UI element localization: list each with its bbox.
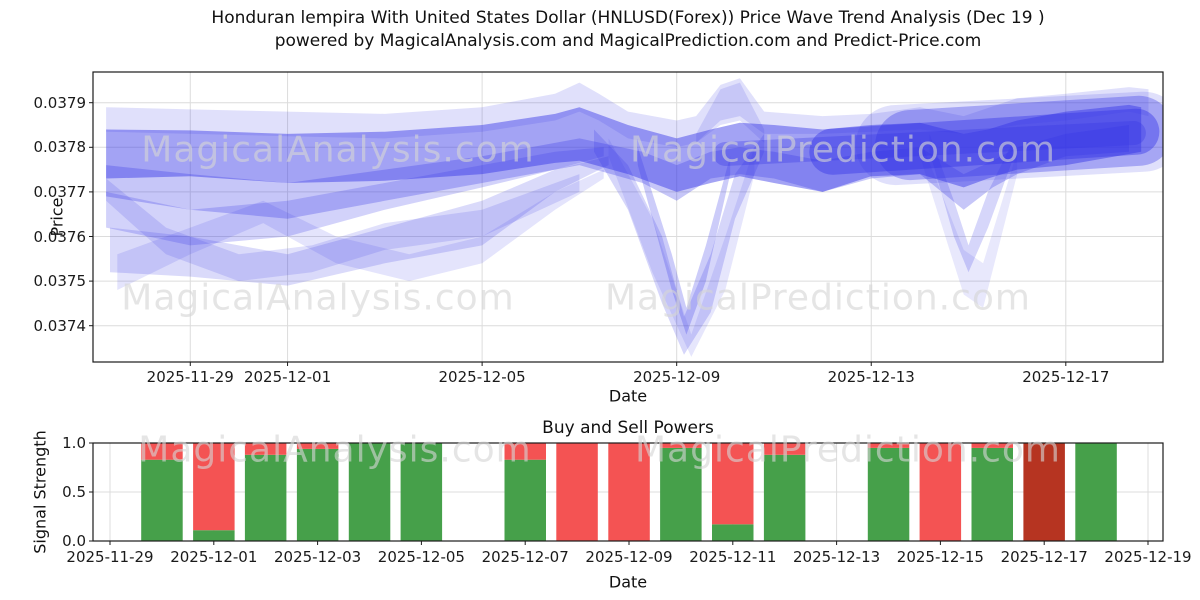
bottom-x-tick-label: 2025-12-03 xyxy=(274,548,362,566)
buy-bar-2025-11-30 xyxy=(141,459,183,541)
buy-sell-powers-title: Buy and Sell Powers xyxy=(542,418,714,438)
price-y-tick-label: 0.0375 xyxy=(33,272,87,291)
sell-bar-2025-12-12 xyxy=(763,443,806,455)
sell-bar-2025-12-02 xyxy=(244,443,287,455)
top-x-tick-label: 2025-11-29 xyxy=(146,368,234,386)
bottom-x-tick-label: 2025-12-07 xyxy=(481,548,569,566)
sell-bar-2025-11-30 xyxy=(141,443,183,460)
buy-bar-2025-12-14 xyxy=(867,447,910,541)
bottom-x-tick-label: 2025-12-05 xyxy=(377,548,465,566)
buy-bar-2025-12-12 xyxy=(763,454,806,541)
buy-bar-2025-12-02 xyxy=(244,454,287,541)
price-y-tick-label: 0.0376 xyxy=(33,227,87,246)
sell-bar-2025-12-08 xyxy=(556,443,598,541)
watermark-prediction-mid: MagicalPrediction.com xyxy=(605,277,1031,319)
signal-y-tick-label: 1.0 xyxy=(62,434,86,452)
watermark-analysis-bottom: MagicalAnalysis.com xyxy=(138,429,532,471)
sell-bar-2025-12-03 xyxy=(296,443,339,449)
buy-bar-2025-12-10 xyxy=(660,447,702,541)
buy-bar-2025-12-18 xyxy=(1075,443,1117,541)
buy-bar-2025-12-16 xyxy=(971,447,1013,541)
sell-bar-2025-12-09 xyxy=(608,443,650,541)
buy-bar-2025-12-05 xyxy=(400,443,443,541)
sell-bar-2025-12-07 xyxy=(504,443,546,460)
top-x-tick-label: 2025-12-17 xyxy=(1022,368,1110,386)
watermark-prediction-bottom: MagicalPrediction.com xyxy=(635,429,1061,471)
top-x-tick-label: 2025-12-01 xyxy=(243,368,332,386)
sell-bar-2025-12-16 xyxy=(971,443,1013,448)
price-y-tick-label: 0.0374 xyxy=(33,316,87,335)
sell-bar-2025-12-10 xyxy=(660,443,702,448)
price-y-tick-label: 0.0379 xyxy=(33,93,87,112)
buy-bar-2025-12-01 xyxy=(193,530,235,541)
bottom-date-axis-label: Date xyxy=(608,572,648,592)
top-x-tick-label: 2025-12-13 xyxy=(827,368,915,386)
buy-bar-2025-12-04 xyxy=(348,443,391,541)
bottom-x-tick-label: 2025-12-11 xyxy=(689,548,777,566)
bottom-x-tick-label: 2025-12-13 xyxy=(793,548,881,566)
top-x-tick-label: 2025-12-09 xyxy=(633,368,721,386)
figure-title-line1: Honduran lempira With United States Doll… xyxy=(211,8,1045,28)
buy-bar-2025-12-11 xyxy=(712,524,754,541)
signal-y-tick-label: 0.0 xyxy=(62,532,86,550)
top-x-tick-label: 2025-12-05 xyxy=(438,368,526,386)
watermark-analysis-mid: MagicalAnalysis.com xyxy=(121,277,515,319)
sell-bar-2025-12-11 xyxy=(712,443,754,525)
sell-bar-2025-12-01 xyxy=(193,443,235,531)
watermark-prediction-top: MagicalPrediction.com xyxy=(630,129,1056,171)
figure-title-line2: powered by MagicalAnalysis.com and Magic… xyxy=(274,31,982,51)
buy-bar-2025-12-07 xyxy=(504,459,546,541)
top-date-axis-label: Date xyxy=(608,386,648,406)
price-y-tick-label: 0.0377 xyxy=(33,182,87,201)
bottom-x-tick-label: 2025-12-01 xyxy=(170,548,258,566)
bottom-x-tick-label: 2025-12-09 xyxy=(585,548,673,566)
bottom-x-tick-label: 2025-12-15 xyxy=(896,548,984,566)
sell-bar-2025-12-15 xyxy=(919,443,962,541)
bottom-x-tick-label: 2025-12-17 xyxy=(1000,548,1088,566)
watermark-analysis-top: MagicalAnalysis.com xyxy=(141,129,535,171)
bottom-x-tick-label: 2025-12-19 xyxy=(1104,548,1192,566)
signal-y-tick-label: 0.5 xyxy=(62,483,86,501)
sell-bar-2025-12-14 xyxy=(867,443,910,448)
bottom-x-tick-label: 2025-11-29 xyxy=(66,548,154,566)
sell-bar-2025-12-17 xyxy=(1023,443,1065,541)
price-y-tick-label: 0.0378 xyxy=(33,138,87,157)
buy-bar-2025-12-03 xyxy=(296,448,339,541)
